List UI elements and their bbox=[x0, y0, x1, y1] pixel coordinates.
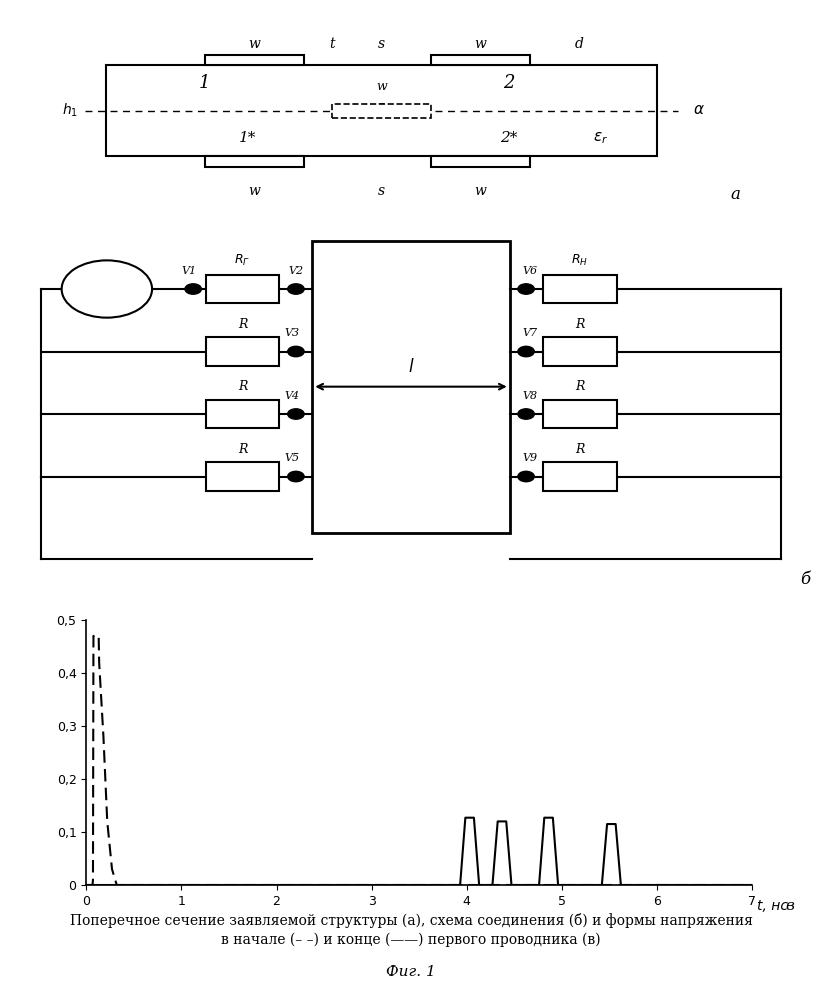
Text: V7: V7 bbox=[523, 328, 538, 338]
Circle shape bbox=[518, 284, 534, 294]
Text: V1: V1 bbox=[182, 266, 196, 276]
Text: 1*: 1* bbox=[238, 131, 256, 145]
Text: R: R bbox=[575, 380, 584, 393]
Text: а: а bbox=[730, 186, 740, 203]
Text: d: d bbox=[575, 37, 584, 51]
Text: V2: V2 bbox=[289, 266, 303, 276]
Circle shape bbox=[288, 284, 304, 294]
Text: $\alpha$: $\alpha$ bbox=[693, 104, 704, 117]
Text: w: w bbox=[474, 184, 487, 198]
Bar bbox=[206, 275, 279, 303]
Text: $\varepsilon_r$: $\varepsilon_r$ bbox=[593, 131, 608, 146]
Text: V6: V6 bbox=[523, 266, 538, 276]
Bar bbox=[431, 54, 530, 65]
Text: в начале (– –) и конце (——) первого проводника (в): в начале (– –) и конце (——) первого пров… bbox=[221, 933, 601, 947]
Bar bbox=[206, 337, 279, 366]
Text: w: w bbox=[248, 37, 261, 51]
Text: V9: V9 bbox=[523, 453, 538, 463]
Text: 2: 2 bbox=[503, 74, 515, 92]
Text: R: R bbox=[238, 443, 247, 456]
Text: R: R bbox=[238, 318, 247, 331]
Text: V8: V8 bbox=[523, 391, 538, 401]
Text: 3: 3 bbox=[376, 102, 387, 119]
Bar bbox=[543, 400, 616, 428]
Text: $R_Н$: $R_Н$ bbox=[571, 253, 588, 268]
Circle shape bbox=[288, 409, 304, 419]
Bar bbox=[312, 241, 510, 532]
Text: s: s bbox=[378, 37, 386, 51]
Text: w: w bbox=[376, 80, 387, 93]
Bar bbox=[106, 65, 658, 156]
Text: t: t bbox=[330, 37, 335, 51]
Text: V4: V4 bbox=[284, 391, 299, 401]
Circle shape bbox=[518, 471, 534, 482]
Text: R: R bbox=[575, 318, 584, 331]
Text: V3: V3 bbox=[284, 328, 299, 338]
Text: $R_Г$: $R_Г$ bbox=[234, 253, 251, 268]
Text: Фиг. 1: Фиг. 1 bbox=[386, 965, 436, 979]
Bar bbox=[205, 54, 304, 65]
Text: $l$: $l$ bbox=[408, 358, 414, 376]
Text: R: R bbox=[575, 443, 584, 456]
Bar bbox=[543, 337, 616, 366]
Text: б: б bbox=[801, 571, 810, 588]
Bar bbox=[206, 462, 279, 491]
Circle shape bbox=[185, 284, 201, 294]
Text: 2*: 2* bbox=[500, 131, 518, 145]
Text: w: w bbox=[474, 37, 487, 51]
Text: Поперечное сечение заявляемой структуры (а), схема соединения (б) и формы напряж: Поперечное сечение заявляемой структуры … bbox=[70, 912, 752, 928]
Bar bbox=[206, 400, 279, 428]
Circle shape bbox=[288, 471, 304, 482]
Bar bbox=[543, 275, 616, 303]
Bar bbox=[205, 156, 304, 166]
Text: 1: 1 bbox=[199, 74, 210, 92]
Circle shape bbox=[518, 346, 534, 357]
Circle shape bbox=[288, 346, 304, 357]
Circle shape bbox=[518, 409, 534, 419]
Text: $E_Г$: $E_Г$ bbox=[99, 281, 114, 297]
Bar bbox=[431, 156, 530, 166]
Circle shape bbox=[62, 260, 152, 318]
Text: R: R bbox=[238, 380, 247, 393]
Text: w: w bbox=[248, 184, 261, 198]
Bar bbox=[543, 462, 616, 491]
Text: $h_1$: $h_1$ bbox=[62, 102, 77, 119]
Text: V5: V5 bbox=[284, 453, 299, 463]
Text: s: s bbox=[378, 184, 386, 198]
Text: в: в bbox=[786, 899, 794, 913]
Bar bbox=[332, 104, 431, 117]
Text: t, нс: t, нс bbox=[756, 899, 787, 913]
